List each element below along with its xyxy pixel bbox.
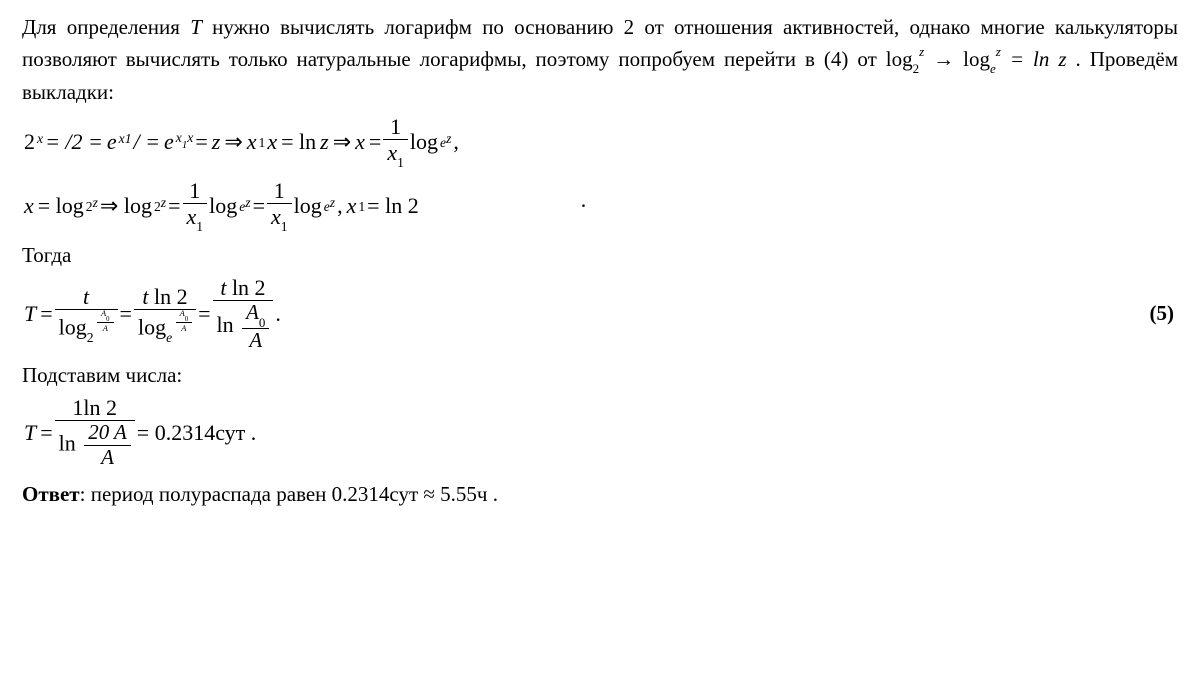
p1-a: Для определения: [22, 15, 190, 39]
answer-text: : период полураспада равен 0.2314сут ≈ 5…: [80, 482, 498, 506]
then-label: Тогда: [22, 240, 1178, 272]
eq5-term-c: t ln 2 ln A0 A: [213, 276, 274, 352]
frac-1-over-x1-b: 1 x1: [183, 179, 208, 233]
equation-5: T = t log2 A0 A = t ln 2 loge: [22, 276, 283, 352]
var-T: T: [190, 15, 202, 39]
eq5-term-b: t ln 2 loge A0 A: [134, 285, 196, 343]
frac-1-over-x1: 1 x1: [383, 115, 408, 169]
substitute-label: Подставим числа:: [22, 360, 1178, 392]
equation-5-row: T = t log2 A0 A = t ln 2 loge: [22, 276, 1178, 352]
answer-line: Ответ: период полураспада равен 0.2314су…: [22, 479, 1178, 511]
frac-1-over-x1-c: 1 x1: [267, 179, 292, 233]
eq6-frac: 1ln 2 ln 20 A A: [55, 396, 135, 469]
derivation-line-1: 2x = /2 = ex1 / = ex1x = z ⇒ x1x = ln z …: [22, 115, 1178, 169]
log2z-to-logez: log2z → logez = ln z: [886, 47, 1067, 71]
answer-label: Ответ: [22, 482, 80, 506]
equation-6: T = 1ln 2 ln 20 A A = 0.2314сут .: [22, 396, 1178, 469]
intro-paragraph: Для определения T нужно вычислять логари…: [22, 12, 1178, 109]
equation-5-number: (5): [1150, 298, 1179, 330]
derivation-line-2: x = log2z ⇒ log2z = 1 x1 logez = 1 x1 lo…: [22, 179, 1178, 233]
eq5-term-a: t log2 A0 A: [55, 285, 118, 343]
